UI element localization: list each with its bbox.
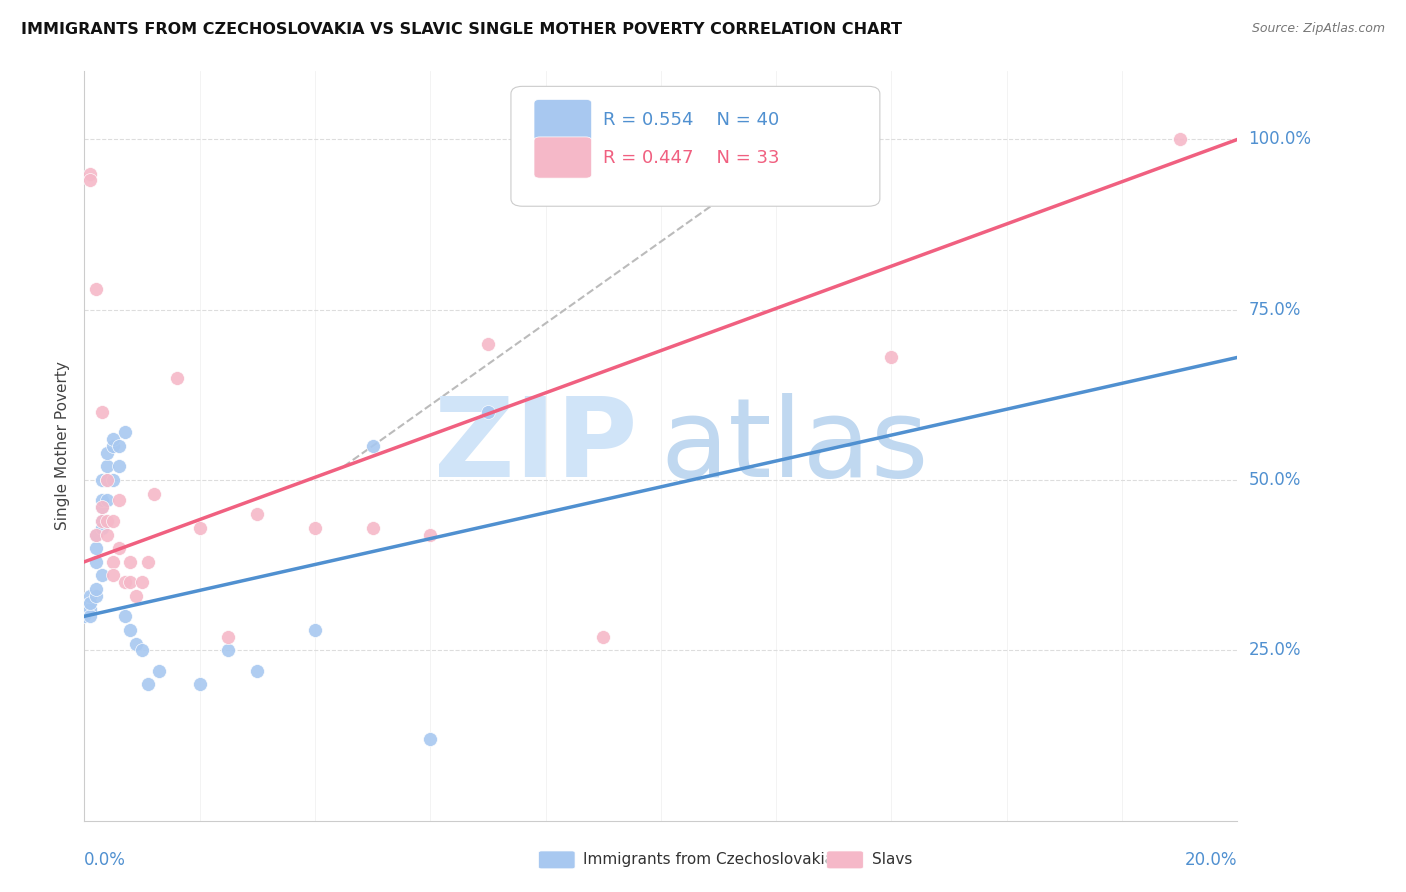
Point (73, 609, 96, 624)
Point (84, 589, 107, 603)
Point (79, 173, 101, 187)
Text: Source: ZipAtlas.com: Source: ZipAtlas.com (1251, 22, 1385, 36)
Point (592, 630, 614, 644)
Point (84, 541, 107, 556)
Text: ZIP: ZIP (434, 392, 638, 500)
Point (125, 636, 148, 650)
Text: IMMIGRANTS FROM CZECHOSLOVAKIA VS SLAVIC SINGLE MOTHER POVERTY CORRELATION CHART: IMMIGRANTS FROM CZECHOSLOVAKIA VS SLAVIC… (21, 22, 903, 37)
Point (114, 425, 136, 440)
Point (90, 493, 112, 508)
Point (477, 405, 499, 419)
Y-axis label: Single Mother Poverty: Single Mother Poverty (55, 361, 70, 531)
Point (90, 514, 112, 528)
Point (419, 731, 441, 746)
Point (79, 589, 101, 603)
Point (103, 473, 124, 487)
Point (90, 500, 112, 515)
Point (304, 623, 326, 637)
FancyBboxPatch shape (534, 99, 592, 141)
Point (103, 555, 124, 569)
Point (79, 609, 101, 624)
Text: 25.0%: 25.0% (1249, 641, 1301, 659)
Point (96, 459, 118, 474)
Point (96, 446, 118, 460)
Point (120, 555, 142, 569)
Point (120, 575, 142, 590)
Text: 0.0%: 0.0% (84, 851, 127, 869)
Point (120, 623, 142, 637)
Text: atlas: atlas (661, 392, 929, 500)
Point (103, 439, 124, 453)
Point (108, 541, 131, 556)
Point (361, 439, 384, 453)
Point (188, 521, 211, 535)
Point (84, 527, 107, 541)
Point (90, 500, 112, 515)
Point (136, 677, 159, 691)
Point (96, 473, 118, 487)
Point (84, 582, 107, 596)
Point (79, 596, 101, 610)
Point (136, 555, 159, 569)
Point (103, 514, 124, 528)
Point (1168, 132, 1191, 146)
Point (218, 630, 240, 644)
Text: 20.0%: 20.0% (1185, 851, 1237, 869)
Text: R = 0.447    N = 33: R = 0.447 N = 33 (603, 149, 780, 167)
Point (304, 521, 326, 535)
Point (477, 336, 499, 351)
Point (188, 677, 211, 691)
Point (90, 521, 112, 535)
Point (114, 575, 136, 590)
Point (84, 527, 107, 541)
Point (96, 473, 118, 487)
Point (84, 282, 107, 296)
Point (108, 459, 131, 474)
Point (246, 664, 269, 678)
Point (103, 432, 124, 446)
Point (419, 527, 441, 541)
Point (90, 568, 112, 582)
Point (131, 575, 153, 590)
Point (131, 643, 153, 657)
FancyBboxPatch shape (510, 87, 880, 206)
Point (90, 405, 112, 419)
Point (96, 527, 118, 541)
Text: R = 0.554    N = 40: R = 0.554 N = 40 (603, 112, 779, 129)
Text: Slavs: Slavs (872, 853, 912, 867)
Point (361, 521, 384, 535)
Point (96, 493, 118, 508)
Point (108, 493, 131, 508)
Point (84, 555, 107, 569)
Point (79, 167, 101, 181)
Point (880, 351, 903, 365)
Point (90, 473, 112, 487)
Point (142, 486, 165, 500)
FancyBboxPatch shape (534, 136, 592, 178)
Text: 50.0%: 50.0% (1249, 471, 1301, 489)
Point (90, 514, 112, 528)
Point (108, 439, 131, 453)
Point (114, 609, 136, 624)
Point (79, 596, 101, 610)
Text: 75.0%: 75.0% (1249, 301, 1301, 318)
Point (79, 602, 101, 616)
Text: Immigrants from Czechoslovakia: Immigrants from Czechoslovakia (583, 853, 835, 867)
Point (246, 507, 269, 521)
Text: 100.0%: 100.0% (1249, 130, 1312, 148)
Point (125, 589, 148, 603)
Point (218, 643, 240, 657)
Point (148, 664, 170, 678)
Point (103, 568, 124, 582)
Point (166, 371, 188, 385)
Point (96, 514, 118, 528)
